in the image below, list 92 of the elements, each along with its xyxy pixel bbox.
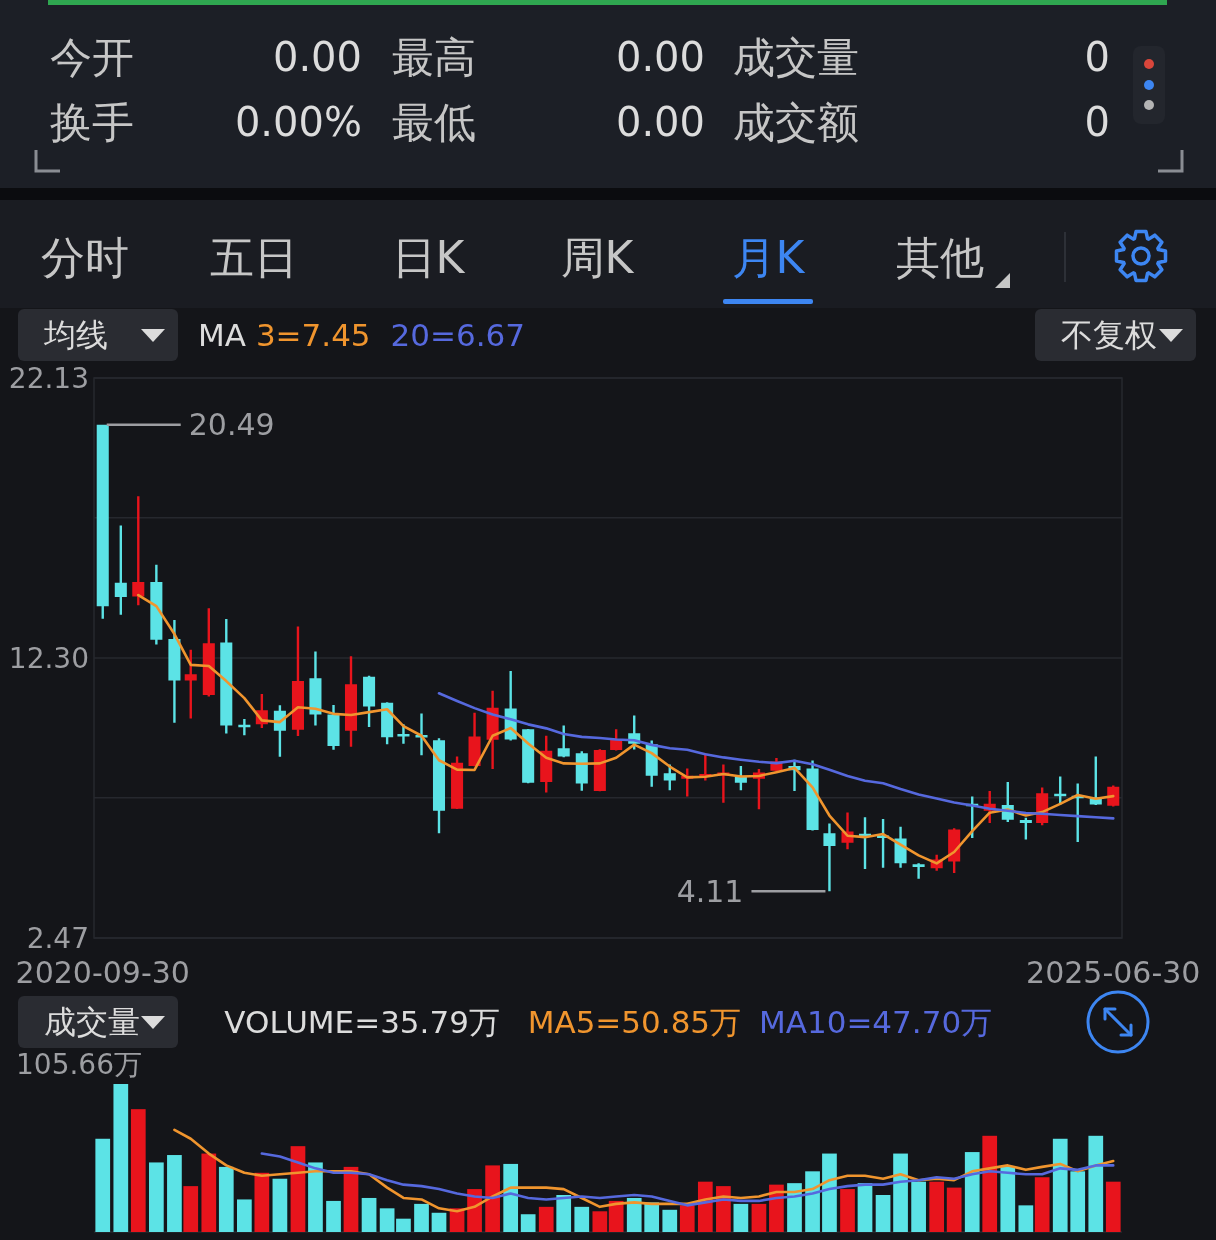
candlestick bbox=[238, 718, 251, 736]
text: 105.66万 bbox=[16, 1047, 142, 1081]
bar bbox=[662, 1209, 678, 1232]
bar bbox=[982, 1135, 998, 1232]
bar bbox=[1018, 1205, 1034, 1232]
text: 日K bbox=[391, 231, 466, 283]
bar bbox=[626, 1197, 642, 1232]
bar bbox=[1052, 1138, 1068, 1232]
bar bbox=[361, 1197, 377, 1232]
text: MA5=50.85万 bbox=[527, 1004, 742, 1040]
bar bbox=[608, 1200, 624, 1232]
bar bbox=[733, 1203, 749, 1232]
bar bbox=[167, 1155, 182, 1232]
bar bbox=[414, 1203, 429, 1232]
bar bbox=[840, 1189, 855, 1232]
bar bbox=[149, 1162, 164, 1232]
line-series bbox=[437, 692, 1115, 820]
annotation: 4.11 bbox=[676, 873, 744, 909]
bar bbox=[272, 1178, 288, 1232]
text: 分时 bbox=[41, 231, 129, 283]
text: 成交额 bbox=[733, 97, 859, 147]
bar bbox=[201, 1153, 217, 1232]
bar bbox=[538, 1206, 554, 1232]
bar bbox=[911, 1181, 926, 1232]
bar bbox=[1070, 1171, 1086, 1232]
text: 均线 bbox=[43, 316, 108, 354]
text: MA10=47.70万 bbox=[758, 1004, 993, 1040]
bar bbox=[574, 1206, 590, 1232]
text: 换手 bbox=[50, 97, 134, 147]
bar bbox=[308, 1162, 323, 1232]
bar bbox=[254, 1172, 270, 1232]
bar bbox=[1034, 1177, 1050, 1232]
bar bbox=[875, 1195, 891, 1232]
bar bbox=[1088, 1135, 1104, 1232]
candlestick bbox=[912, 863, 925, 879]
text: 20=6.67 bbox=[390, 317, 526, 353]
bar bbox=[1000, 1166, 1016, 1232]
bar bbox=[503, 1163, 519, 1232]
line-series bbox=[136, 593, 1115, 865]
text: 不复权 bbox=[1061, 316, 1157, 354]
bar bbox=[679, 1205, 695, 1232]
bar bbox=[431, 1212, 447, 1232]
annotation: 20.49 bbox=[188, 407, 275, 443]
text: 3=7.45 bbox=[255, 317, 371, 353]
bar bbox=[787, 1183, 802, 1232]
y-tick-label: 2.47 bbox=[26, 921, 89, 955]
bar bbox=[326, 1200, 341, 1232]
bar bbox=[95, 1138, 111, 1232]
bar bbox=[592, 1211, 608, 1232]
bar bbox=[520, 1214, 536, 1232]
bar bbox=[822, 1153, 837, 1232]
text: 最低 bbox=[392, 97, 476, 147]
candlestick bbox=[823, 823, 836, 892]
bar bbox=[396, 1218, 411, 1232]
text: 0.00% bbox=[234, 99, 362, 145]
bar bbox=[805, 1171, 820, 1232]
text: 0.00 bbox=[615, 34, 705, 80]
bar bbox=[237, 1199, 252, 1232]
text: 周K bbox=[560, 231, 635, 283]
bar bbox=[485, 1165, 500, 1232]
text: 成交量 bbox=[44, 1003, 140, 1041]
bar bbox=[556, 1195, 572, 1232]
bar bbox=[113, 1084, 129, 1232]
bar bbox=[929, 1181, 945, 1232]
text: 0 bbox=[1084, 99, 1110, 145]
bar bbox=[751, 1203, 767, 1232]
bar bbox=[946, 1187, 962, 1232]
bar bbox=[1105, 1181, 1121, 1232]
y-tick-label: 22.13 bbox=[8, 361, 89, 395]
text: 五日 bbox=[210, 231, 298, 283]
text: 成交量 bbox=[733, 32, 859, 82]
bar bbox=[183, 1186, 199, 1232]
text: 最高 bbox=[392, 32, 476, 82]
bar bbox=[379, 1208, 395, 1232]
y-tick-label: 12.30 bbox=[8, 641, 89, 675]
bar bbox=[130, 1109, 146, 1232]
text: 0 bbox=[1084, 34, 1110, 80]
x-tick-label: 2020-09-30 bbox=[15, 954, 190, 990]
x-tick-label: 2025-06-30 bbox=[1026, 954, 1201, 990]
text: 今开 bbox=[50, 32, 134, 82]
legend-title: VOLUME=35.79万 bbox=[224, 1004, 500, 1040]
text: 其他 bbox=[896, 231, 984, 283]
bar bbox=[218, 1166, 234, 1232]
legend-title: MA bbox=[198, 317, 246, 353]
text: 0.00 bbox=[615, 99, 705, 145]
bar bbox=[644, 1202, 660, 1232]
bar bbox=[893, 1153, 908, 1232]
candlestick bbox=[327, 705, 340, 750]
bar bbox=[857, 1183, 873, 1232]
bar bbox=[964, 1152, 980, 1232]
text: 0.00 bbox=[272, 34, 362, 80]
text: 月K bbox=[731, 231, 806, 283]
